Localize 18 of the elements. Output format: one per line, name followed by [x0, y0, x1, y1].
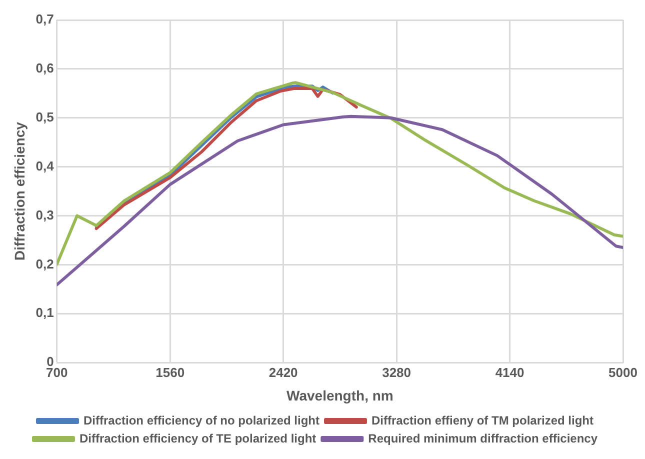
y-tick-label: 0,6: [36, 60, 54, 76]
legend-label: Diffraction efficiency of no polarized light: [83, 413, 320, 428]
y-tick-label: 0,3: [36, 207, 54, 222]
x-tick-label: 4140: [495, 364, 524, 380]
y-tick-label: 0,1: [36, 305, 54, 320]
x-tick-label: 1560: [156, 364, 185, 380]
legend-label: Diffraction effieny of TM polarized light: [372, 413, 594, 428]
y-tick-label: 0,2: [36, 256, 54, 272]
legend-label: Diffraction efficiency of TE polarized light: [79, 431, 316, 446]
x-axis-title: Wavelength, nm: [286, 387, 394, 404]
y-tick-label: 0,4: [36, 158, 55, 174]
x-tick-label: 5000: [608, 364, 638, 380]
legend-label: Required minimum diffraction efficiency: [368, 431, 598, 446]
x-tick-label: 2420: [268, 364, 298, 380]
x-tick-label: 3280: [382, 364, 412, 380]
y-tick-label: 0,5: [36, 109, 54, 124]
y-axis-title: Diffraction efficiency: [11, 122, 28, 261]
y-tick-label: 0,7: [36, 12, 54, 27]
